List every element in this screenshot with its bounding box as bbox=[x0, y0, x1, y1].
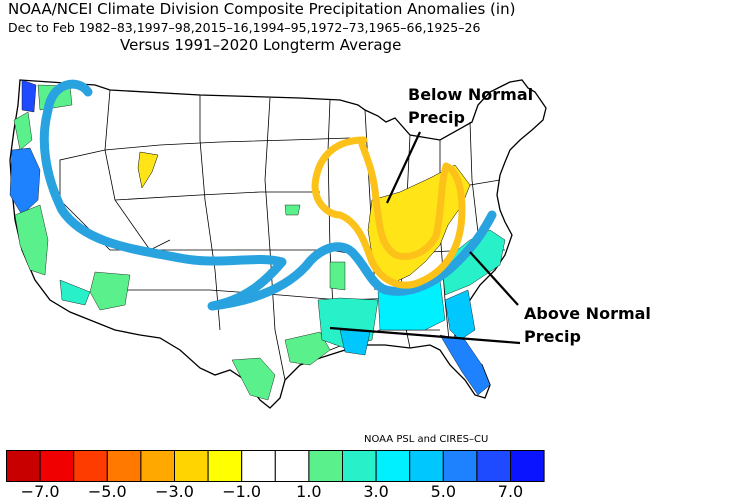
legend-swatch bbox=[106, 450, 142, 482]
above-normal-label-line2: Precip bbox=[524, 327, 581, 346]
legend-swatch bbox=[442, 450, 478, 482]
legend-swatch bbox=[73, 450, 108, 482]
legend-tick-label: 5.0 bbox=[430, 482, 457, 501]
below-normal-label-line2: Precip bbox=[408, 108, 465, 127]
legend-tick-label: 3.0 bbox=[363, 482, 389, 501]
legend-tick-label: −3.0 bbox=[155, 482, 194, 501]
legend-swatch bbox=[39, 450, 75, 482]
map-subtitle-years: Dec to Feb 1982–83,1997–98,2015–16,1994–… bbox=[8, 20, 481, 35]
jet-stream-path bbox=[39, 79, 497, 311]
above-normal-arrow-upper bbox=[469, 251, 519, 306]
below-normal-arrow bbox=[386, 131, 421, 204]
legend-tick-label: 1.0 bbox=[296, 482, 322, 501]
above-normal-arrow-lower bbox=[329, 326, 521, 345]
credit-text: NOAA PSL and CIRES–CU bbox=[364, 434, 489, 445]
legend-tick-label: −5.0 bbox=[87, 482, 127, 501]
legend-swatch bbox=[510, 450, 545, 482]
map-title: NOAA/NCEI Climate Division Composite Pre… bbox=[8, 0, 516, 18]
wet-anomaly-fill bbox=[9, 79, 506, 401]
legend-swatch bbox=[241, 450, 276, 482]
legend-swatch bbox=[308, 450, 343, 482]
legend-swatch bbox=[174, 450, 209, 482]
legend-swatch bbox=[207, 450, 243, 482]
legend-colorbar bbox=[6, 450, 545, 482]
below-normal-label-line1: Below Normal bbox=[408, 85, 534, 104]
legend-swatch bbox=[409, 450, 444, 482]
legend-swatch bbox=[476, 450, 511, 482]
drought-outline-path bbox=[311, 136, 466, 289]
legend-tick-label: 7.0 bbox=[497, 482, 524, 501]
legend-tick-label: −7.0 bbox=[20, 482, 60, 501]
legend-swatch bbox=[140, 450, 175, 482]
legend-tick-label: −1.0 bbox=[222, 482, 262, 501]
legend-swatch bbox=[274, 450, 310, 482]
legend-swatch bbox=[375, 450, 411, 482]
map-subtitle-baseline: Versus 1991–2020 Longterm Average bbox=[120, 36, 402, 54]
above-normal-label-line1: Above Normal bbox=[524, 304, 651, 323]
below-normal-label: Below Normal Precip bbox=[408, 83, 533, 129]
above-normal-label: Above Normal Precip bbox=[524, 302, 651, 348]
legend-swatch bbox=[6, 450, 41, 482]
legend-swatch bbox=[342, 450, 377, 482]
us-precip-map bbox=[9, 79, 547, 409]
